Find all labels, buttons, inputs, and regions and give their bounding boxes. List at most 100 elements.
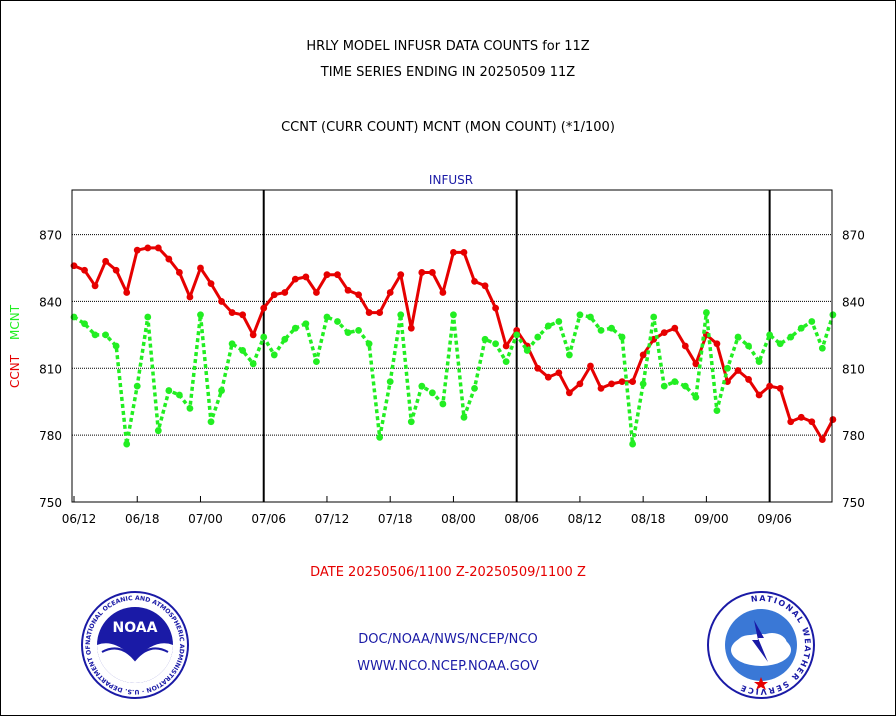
point-mcnt-38: [471, 384, 478, 392]
point-ccnt-1: [81, 266, 88, 274]
point-mcnt-27: [355, 327, 362, 334]
point-ccnt-46: [555, 369, 563, 377]
point-mcnt-10: [176, 391, 183, 399]
point-ccnt-5: [123, 289, 131, 296]
point-ccnt-50: [597, 384, 605, 392]
point-mcnt-46: [555, 318, 563, 325]
point-mcnt-26: [344, 329, 352, 337]
point-mcnt-40: [492, 340, 499, 348]
point-mcnt-25: [334, 318, 341, 325]
x-tick-label-5: 07/18: [378, 512, 413, 526]
point-mcnt-8: [154, 427, 162, 435]
point-ccnt-59: [692, 360, 700, 368]
point-ccnt-48: [576, 380, 584, 388]
point-ccnt-8: [154, 244, 162, 252]
point-mcnt-3: [102, 331, 110, 339]
point-mcnt-15: [228, 340, 236, 348]
point-ccnt-27: [355, 291, 362, 299]
point-ccnt-52: [618, 378, 626, 386]
point-ccnt-70: [808, 418, 816, 426]
point-mcnt-33: [418, 382, 426, 390]
point-ccnt-40: [492, 304, 499, 312]
point-ccnt-72: [829, 416, 837, 423]
point-mcnt-13: [207, 418, 215, 426]
plot-title: INFUSR: [429, 173, 473, 187]
x-tick-label-4: 07/12: [315, 512, 350, 526]
point-mcnt-61: [713, 407, 721, 415]
point-ccnt-12: [197, 264, 204, 272]
point-mcnt-72: [829, 311, 837, 319]
point-mcnt-28: [365, 340, 373, 348]
chart-title-line1: HRLY MODEL INFUSR DATA COUNTS for 11Z: [306, 39, 590, 54]
point-mcnt-69: [797, 324, 805, 332]
point-ccnt-39: [481, 282, 489, 290]
point-ccnt-58: [681, 342, 689, 350]
x-tick-label-11: 09/06: [757, 512, 792, 526]
point-mcnt-53: [629, 440, 637, 448]
point-mcnt-36: [450, 311, 457, 319]
point-ccnt-41: [502, 342, 510, 350]
point-mcnt-20: [281, 335, 289, 343]
chart-subtitle: CCNT (CURR COUNT) MCNT (MON COUNT) (*1/1…: [281, 120, 615, 135]
point-mcnt-58: [681, 382, 689, 390]
point-ccnt-6: [133, 246, 141, 254]
point-mcnt-30: [386, 378, 394, 386]
point-ccnt-17: [249, 331, 257, 339]
point-ccnt-7: [144, 244, 152, 252]
point-ccnt-9: [165, 255, 173, 263]
point-mcnt-9: [165, 387, 173, 394]
x-tick-label-7: 08/06: [504, 512, 539, 526]
point-mcnt-57: [671, 378, 679, 386]
y-axis-label-ccnt: CCNT: [8, 354, 22, 388]
point-mcnt-35: [439, 400, 447, 408]
point-ccnt-44: [534, 364, 542, 372]
series-layer: [70, 244, 837, 448]
link-doc-noaa[interactable]: DOC/NOAA/NWS/NCEP/NCO: [358, 632, 538, 647]
point-mcnt-47: [565, 351, 573, 359]
y-tick-right-810: 810: [842, 362, 865, 376]
point-ccnt-22: [302, 273, 310, 281]
y-tick-right-870: 870: [842, 229, 865, 243]
point-ccnt-54: [639, 351, 647, 359]
point-ccnt-63: [734, 367, 742, 374]
point-ccnt-20: [281, 289, 289, 296]
x-tick-label-1: 06/18: [125, 512, 160, 526]
y-tick-left-840: 840: [39, 295, 62, 309]
link-nco-website[interactable]: WWW.NCO.NCEP.NOAA.GOV: [357, 659, 539, 674]
point-ccnt-18: [260, 304, 268, 312]
point-ccnt-2: [91, 282, 99, 290]
y-tick-left-810: 810: [39, 362, 62, 376]
point-ccnt-67: [776, 384, 784, 392]
point-ccnt-45: [544, 373, 552, 381]
point-ccnt-53: [629, 378, 637, 386]
point-ccnt-57: [671, 324, 679, 332]
point-ccnt-38: [471, 277, 478, 285]
point-ccnt-13: [207, 280, 215, 287]
point-mcnt-59: [692, 393, 700, 401]
point-mcnt-63: [734, 333, 742, 341]
point-ccnt-65: [755, 391, 763, 399]
point-ccnt-10: [176, 269, 183, 276]
point-mcnt-67: [776, 340, 784, 348]
point-ccnt-33: [418, 269, 426, 276]
point-mcnt-29: [376, 433, 384, 441]
point-mcnt-12: [197, 311, 204, 319]
grid-layer: [72, 190, 832, 502]
point-ccnt-28: [365, 309, 373, 316]
point-mcnt-16: [239, 347, 247, 354]
point-ccnt-37: [460, 249, 468, 256]
point-ccnt-71: [818, 436, 826, 443]
x-tick-label-10: 09/00: [694, 512, 729, 526]
point-mcnt-45: [544, 322, 552, 330]
point-ccnt-31: [397, 271, 405, 279]
point-ccnt-36: [450, 249, 457, 256]
point-mcnt-56: [660, 382, 668, 390]
point-ccnt-26: [344, 286, 352, 294]
point-ccnt-16: [239, 311, 247, 319]
point-mcnt-52: [618, 333, 626, 341]
point-mcnt-62: [724, 364, 731, 372]
x-tick-label-2: 07/00: [188, 512, 223, 526]
point-mcnt-32: [407, 418, 415, 426]
point-mcnt-14: [218, 387, 225, 394]
point-mcnt-48: [576, 311, 584, 319]
